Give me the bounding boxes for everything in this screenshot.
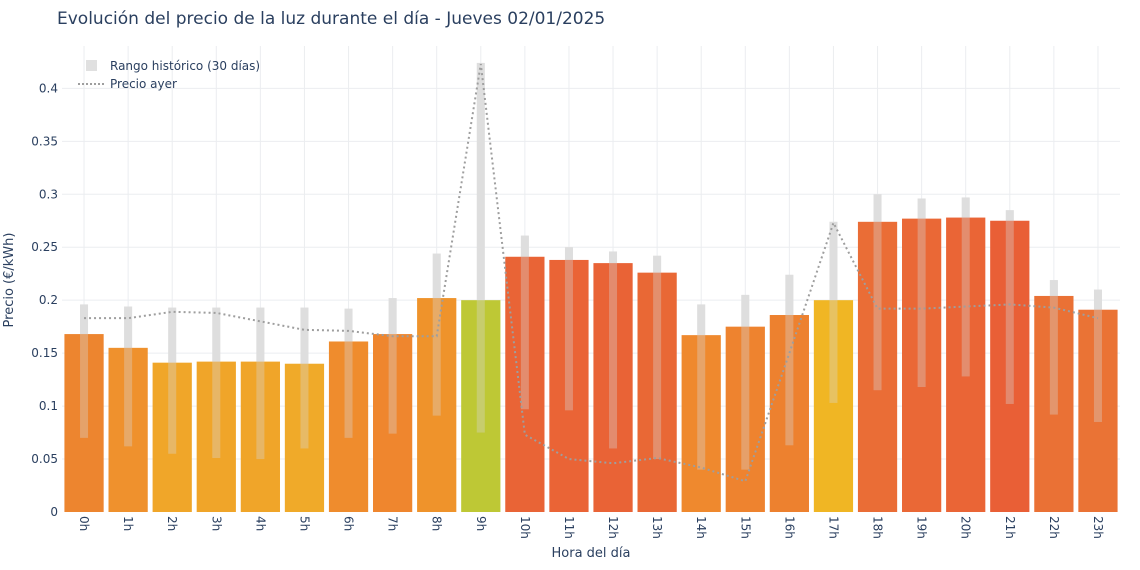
price-bar[interactable] [725, 326, 765, 512]
y-tick-label: 0.1 [39, 399, 58, 413]
y-tick-label: 0 [50, 505, 58, 519]
y-axis-title: Precio (€/kWh) [2, 233, 17, 328]
x-tick-label: 9h [474, 516, 488, 531]
x-tick-label: 14h [694, 516, 708, 539]
price-bar[interactable] [152, 362, 192, 512]
price-bar[interactable] [637, 272, 677, 512]
x-tick-label: 5h [297, 516, 311, 531]
x-tick-label: 13h [650, 516, 664, 539]
x-tick-label: 11h [562, 516, 576, 539]
historical-range-overlay [80, 304, 89, 438]
price-bar[interactable] [328, 341, 369, 512]
price-bar[interactable] [417, 298, 457, 512]
yesterday-price-line [84, 63, 1099, 483]
price-bar[interactable] [813, 300, 854, 512]
x-tick-label: 1h [121, 516, 135, 531]
historical-range-overlay [212, 307, 221, 458]
x-tick-label: 21h [1003, 516, 1017, 539]
price-bar[interactable] [240, 361, 280, 512]
x-tick-label: 16h [782, 516, 796, 539]
price-bar[interactable] [857, 221, 898, 513]
historical-range-overlay [476, 62, 485, 433]
y-tick-label: 0.15 [31, 346, 58, 360]
x-tick-label: 3h [209, 516, 223, 531]
historical-range-overlay [564, 247, 573, 411]
x-tick-label: 12h [606, 516, 620, 539]
y-tick-label: 0.2 [39, 293, 58, 307]
legend-range-swatch [86, 60, 97, 71]
y-axis-ticks: 0 0.05 0.1 0.15 0.2 0.25 0.3 0.35 0.4 [31, 81, 58, 519]
price-bar[interactable] [461, 300, 501, 512]
historical-range-overlay [785, 274, 794, 446]
historical-range-overlay [653, 255, 662, 460]
price-bar[interactable] [681, 335, 721, 512]
historical-range-overlay [344, 308, 353, 438]
price-bar[interactable] [196, 361, 236, 512]
y-tick-label: 0.3 [39, 187, 58, 201]
price-bar[interactable] [284, 363, 325, 512]
price-bar[interactable] [505, 256, 545, 512]
x-tick-label: 15h [738, 516, 752, 539]
historical-range-overlay [520, 235, 529, 410]
historical-range-overlay [829, 221, 838, 403]
x-axis-ticks: 0h 1h 2h 3h 4h 5h 6h 7h 8h 9h 10h 11h 12h 13h 14h 15h 16… [77, 516, 1105, 539]
price-bar[interactable] [64, 334, 104, 512]
historical-range-overlay [1049, 280, 1058, 415]
price-bar[interactable] [990, 220, 1030, 512]
historical-range-overlay [388, 298, 397, 434]
legend-range-label: Rango histórico (30 días) [110, 59, 260, 73]
x-axis-title: Hora del día [552, 546, 631, 561]
x-tick-label: 10h [518, 516, 532, 539]
historical-range-overlay [256, 307, 265, 460]
historical-range-overlay [168, 307, 177, 454]
historical-range-overlay [741, 294, 750, 470]
historical-range-overlay [609, 251, 618, 449]
x-tick-label: 17h [826, 516, 840, 539]
historical-range-overlay [917, 198, 926, 388]
x-tick-label: 6h [342, 516, 356, 531]
price-bar[interactable] [1034, 295, 1074, 512]
x-tick-label: 20h [959, 516, 973, 539]
price-bar[interactable] [593, 263, 633, 512]
x-tick-label: 2h [165, 516, 179, 531]
legend-line-label: Precio ayer [110, 77, 177, 91]
y-tick-label: 0.05 [31, 452, 58, 466]
price-bar[interactable] [946, 217, 986, 512]
price-bar[interactable] [108, 347, 148, 512]
historical-range-overlay [873, 194, 882, 391]
historical-range-overlay [300, 307, 309, 449]
x-tick-label: 0h [77, 516, 91, 531]
y-tick-label: 0.4 [39, 81, 58, 95]
price-bar[interactable] [769, 315, 809, 512]
price-bar[interactable] [902, 218, 942, 512]
x-tick-label: 19h [915, 516, 929, 539]
price-bars [64, 217, 1118, 513]
y-tick-label: 0.25 [31, 240, 58, 254]
x-tick-label: 18h [871, 516, 885, 539]
x-tick-label: 23h [1091, 516, 1105, 539]
chart-title: Evolución del precio de la luz durante e… [57, 9, 605, 29]
historical-range-overlay [1005, 210, 1014, 404]
price-bar[interactable] [549, 259, 589, 512]
y-tick-label: 0.35 [31, 134, 58, 148]
historical-range-overlay [124, 306, 133, 447]
x-tick-label: 22h [1047, 516, 1061, 539]
x-tick-label: 4h [253, 516, 267, 531]
x-tick-label: 8h [430, 516, 444, 531]
historical-range-overlay [961, 197, 970, 377]
historical-range-overlay [697, 304, 706, 470]
price-bar[interactable] [1078, 309, 1118, 512]
x-tick-label: 7h [386, 516, 400, 531]
historical-range-overlay [1093, 289, 1102, 422]
price-bar[interactable] [373, 334, 413, 512]
historical-range-bar [476, 62, 485, 433]
yesterday-price-series [80, 62, 1102, 483]
legend[interactable]: Rango histórico (30 días) Precio ayer [78, 59, 260, 91]
